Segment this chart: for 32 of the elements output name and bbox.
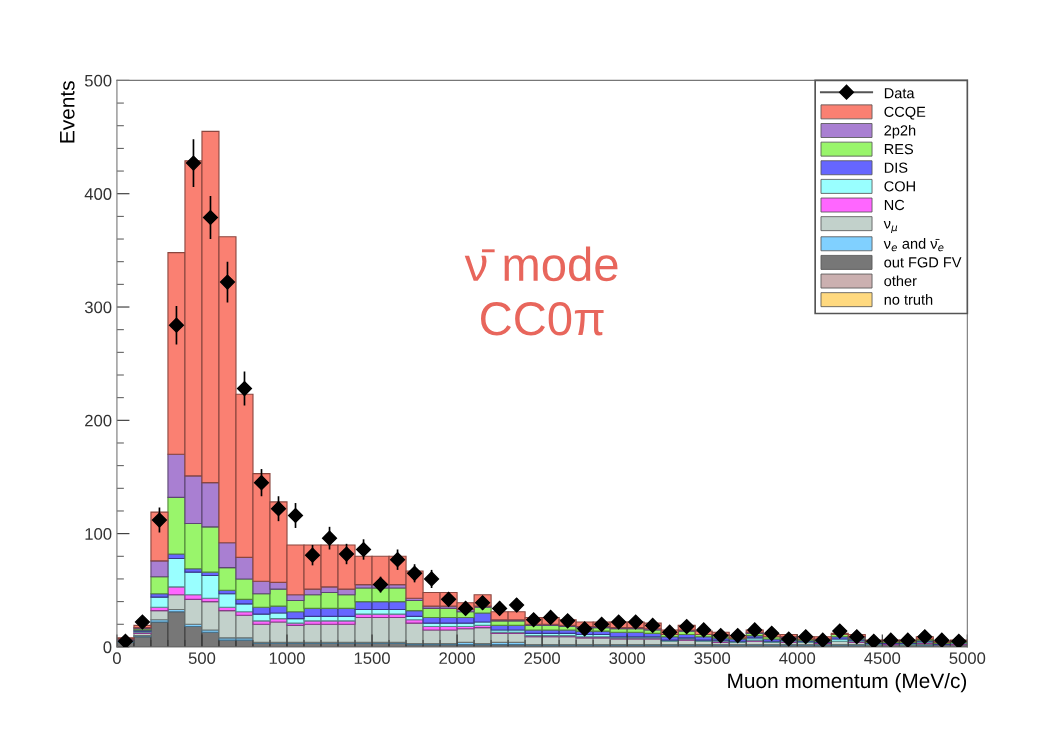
legend-label: COH — [884, 181, 915, 192]
legend-label: 2p2h — [884, 124, 916, 139]
y-axis-title: Events — [60, 81, 75, 143]
legend-label: NC — [884, 199, 905, 211]
y-tick-label: 100 — [85, 528, 112, 540]
y-tick-label: 0 — [103, 641, 112, 654]
legend-label: CCQE — [884, 106, 926, 120]
legend-label: Data — [884, 88, 915, 99]
x-tick-label: 5000 — [949, 652, 986, 665]
legend-label: ν$_{e}$ and ν̄$_{e}$ — [883, 238, 944, 252]
legend-label: no truth — [884, 294, 933, 305]
y-tick-label: 300 — [84, 301, 112, 314]
x-tick-label: 1500 — [354, 652, 390, 665]
legend-label: out FGD FV — [884, 257, 962, 268]
x-tick-label: 4500 — [864, 652, 901, 665]
y-tick-label: 200 — [85, 414, 112, 427]
legend-label: ν$_{μ}$ — [883, 220, 898, 234]
x-tick-label: 500 — [188, 652, 216, 665]
y-tick-label: 500 — [84, 74, 112, 87]
x-axis-title: Muon momentum (MeV/c) — [728, 672, 967, 693]
legend-label: RES — [884, 143, 914, 155]
x-tick-label: 3000 — [609, 652, 646, 665]
x-tick-label: 4000 — [779, 652, 816, 665]
annotation: ν̄ mode CC0π — [464, 246, 618, 336]
legend-label: DIS — [884, 162, 908, 173]
x-tick-label: 2500 — [524, 652, 561, 665]
x-tick-label: 1000 — [269, 652, 305, 665]
x-tick-label: 0 — [112, 652, 121, 665]
x-tick-label: 2000 — [439, 652, 475, 665]
legend-label: other — [884, 275, 917, 287]
y-tick-label: 400 — [84, 188, 112, 200]
x-tick-label: 3500 — [694, 652, 731, 665]
